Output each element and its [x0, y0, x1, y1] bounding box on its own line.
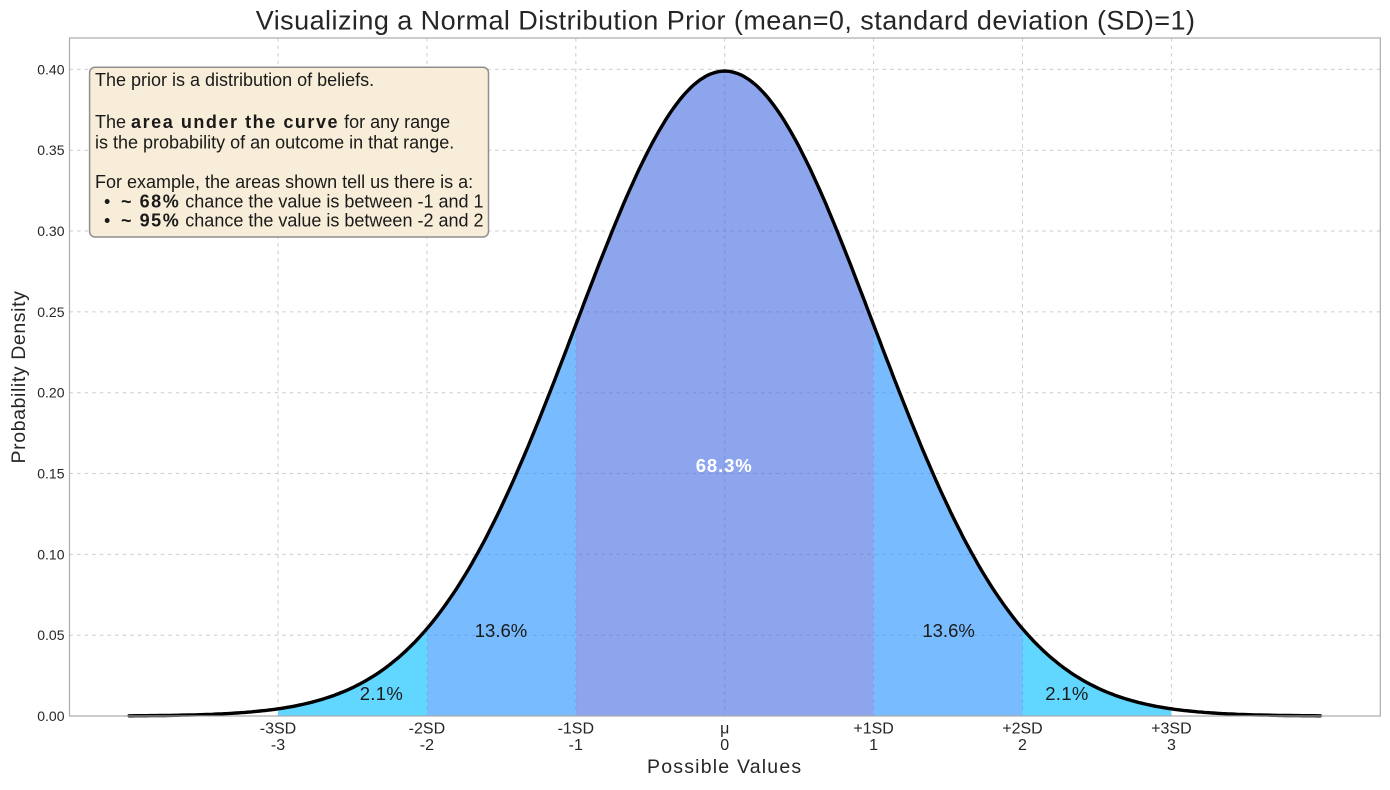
svg-text:0: 0 [720, 737, 729, 754]
svg-text:~ 68% chance the value is betw: ~ 68% chance the value is between -1 and… [121, 192, 484, 212]
svg-text:+1SD: +1SD [853, 720, 893, 737]
svg-text:is the probability of an outco: is the probability of an outcome in that… [95, 133, 454, 153]
svg-text:-3: -3 [271, 737, 285, 754]
svg-text:0.05: 0.05 [37, 627, 64, 643]
svg-text:1: 1 [869, 737, 878, 754]
svg-text:Possible Values: Possible Values [647, 756, 802, 778]
svg-text:0.00: 0.00 [37, 708, 64, 724]
svg-text:-2SD: -2SD [409, 720, 445, 737]
svg-text:Visualizing a Normal Distribut: Visualizing a Normal Distribution Prior … [256, 6, 1196, 36]
svg-text:-1: -1 [569, 737, 583, 754]
svg-text:68.3%: 68.3% [696, 455, 753, 476]
svg-text:0.20: 0.20 [37, 385, 64, 401]
svg-text:-1SD: -1SD [558, 720, 594, 737]
svg-text:0.25: 0.25 [37, 304, 64, 320]
svg-text:The prior is a distribution of: The prior is a distribution of beliefs. [95, 70, 374, 90]
svg-text:μ: μ [720, 720, 729, 737]
svg-text:2.1%: 2.1% [1045, 683, 1088, 704]
svg-text:~ 95% chance the value is betw: ~ 95% chance the value is between -2 and… [121, 211, 484, 231]
svg-text:-2: -2 [420, 737, 434, 754]
svg-text:•: • [104, 211, 110, 231]
svg-text:0.15: 0.15 [37, 466, 64, 482]
svg-text:2.1%: 2.1% [360, 683, 403, 704]
svg-text:13.6%: 13.6% [475, 620, 527, 641]
svg-text:3: 3 [1167, 737, 1176, 754]
svg-text:Probability Density: Probability Density [8, 291, 30, 464]
svg-text:For example, the areas shown t: For example, the areas shown tell us the… [95, 172, 473, 192]
svg-text:+3SD: +3SD [1151, 720, 1191, 737]
svg-text:The area under the curve for a: The area under the curve for any range [95, 112, 450, 132]
svg-text:2: 2 [1018, 737, 1027, 754]
svg-text:•: • [104, 192, 110, 212]
svg-text:+2SD: +2SD [1002, 720, 1042, 737]
svg-text:0.30: 0.30 [37, 223, 64, 239]
svg-text:0.40: 0.40 [37, 61, 64, 77]
svg-text:0.35: 0.35 [37, 142, 64, 158]
svg-text:13.6%: 13.6% [922, 620, 974, 641]
svg-text:0.10: 0.10 [37, 546, 64, 562]
svg-text:-3SD: -3SD [260, 720, 296, 737]
